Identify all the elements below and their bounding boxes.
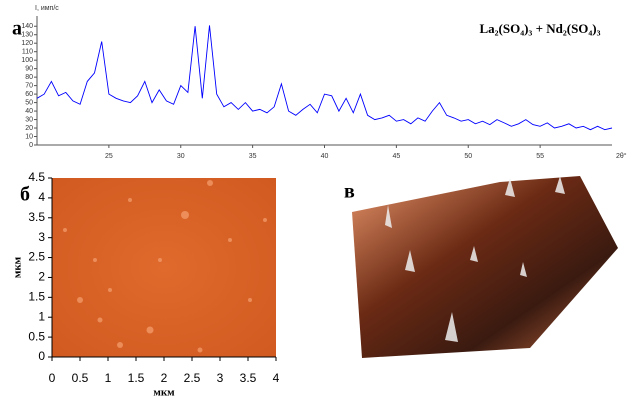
x-tick-label: 4 bbox=[273, 371, 280, 385]
y-tick-label: 40 bbox=[25, 108, 33, 115]
afm-3d-image bbox=[352, 176, 618, 358]
panel-label: а bbox=[12, 18, 22, 40]
x-tick-label: 35 bbox=[249, 153, 257, 160]
x-tick-label: 0 bbox=[49, 371, 56, 385]
y-axis-label: мкм bbox=[12, 256, 24, 278]
x-tick-label: 1 bbox=[105, 371, 112, 385]
x-axis-label: мкм bbox=[153, 387, 175, 399]
xrd-line bbox=[36, 25, 613, 131]
x-tick-label: 40 bbox=[321, 153, 329, 160]
x-tick-label: 30 bbox=[177, 153, 185, 160]
y-tick-label: 2.5 bbox=[28, 250, 45, 264]
y-tick-label: 3.5 bbox=[28, 210, 45, 224]
y-tick-label: 90 bbox=[25, 65, 33, 72]
y-tick-label: 3 bbox=[38, 230, 45, 244]
afm-2d-image bbox=[52, 178, 276, 357]
x-tick-label: 45 bbox=[392, 153, 400, 160]
panel-label: в bbox=[344, 181, 355, 203]
y-tick-label: 1 bbox=[38, 309, 45, 323]
y-tick-label: 4.5 bbox=[28, 170, 45, 184]
x-tick-label: 3 bbox=[217, 371, 224, 385]
y-tick-label: 20 bbox=[25, 125, 33, 132]
x-tick-label: 1.5 bbox=[128, 371, 145, 385]
y-tick-label: 2 bbox=[38, 270, 45, 284]
x-tick-label: 3.5 bbox=[240, 371, 257, 385]
panel-label: б bbox=[20, 184, 30, 206]
x-tick-label: 25 bbox=[105, 153, 113, 160]
y-tick-label: 30 bbox=[25, 116, 33, 123]
chart-title: La₂(SO₄)₃ + Nd₂(SO₄)₃ bbox=[479, 21, 600, 36]
y-tick-label: 4 bbox=[38, 190, 45, 204]
x-tick-label: 2 bbox=[161, 371, 168, 385]
y-tick-label: 120 bbox=[21, 40, 33, 47]
y-tick-label: 50 bbox=[25, 99, 33, 106]
y-tick-label: 10 bbox=[25, 133, 33, 140]
y-tick-label: 70 bbox=[25, 82, 33, 89]
y-tick-label: 0.5 bbox=[28, 329, 45, 343]
y-tick-label: 80 bbox=[25, 74, 33, 81]
y-tick-label: 110 bbox=[22, 49, 33, 56]
y-tick-label: 130 bbox=[21, 32, 33, 39]
y-tick-label: 1.5 bbox=[28, 290, 45, 304]
x-tick-label: 55 bbox=[536, 153, 544, 160]
x-tick-label: 0.5 bbox=[72, 371, 89, 385]
y-tick-label: 60 bbox=[25, 91, 33, 98]
y-tick-label: 100 bbox=[21, 57, 33, 64]
y-tick-label: 140 bbox=[21, 23, 33, 30]
y-tick-label: 0 bbox=[38, 349, 45, 363]
x-tick-label: 50 bbox=[464, 153, 472, 160]
x-tick-label: 2.5 bbox=[184, 371, 201, 385]
x-axis-label: 2θ° bbox=[616, 152, 627, 160]
y-axis-label: I, имп/с bbox=[35, 5, 59, 12]
y-tick-label: 0 bbox=[29, 142, 33, 149]
